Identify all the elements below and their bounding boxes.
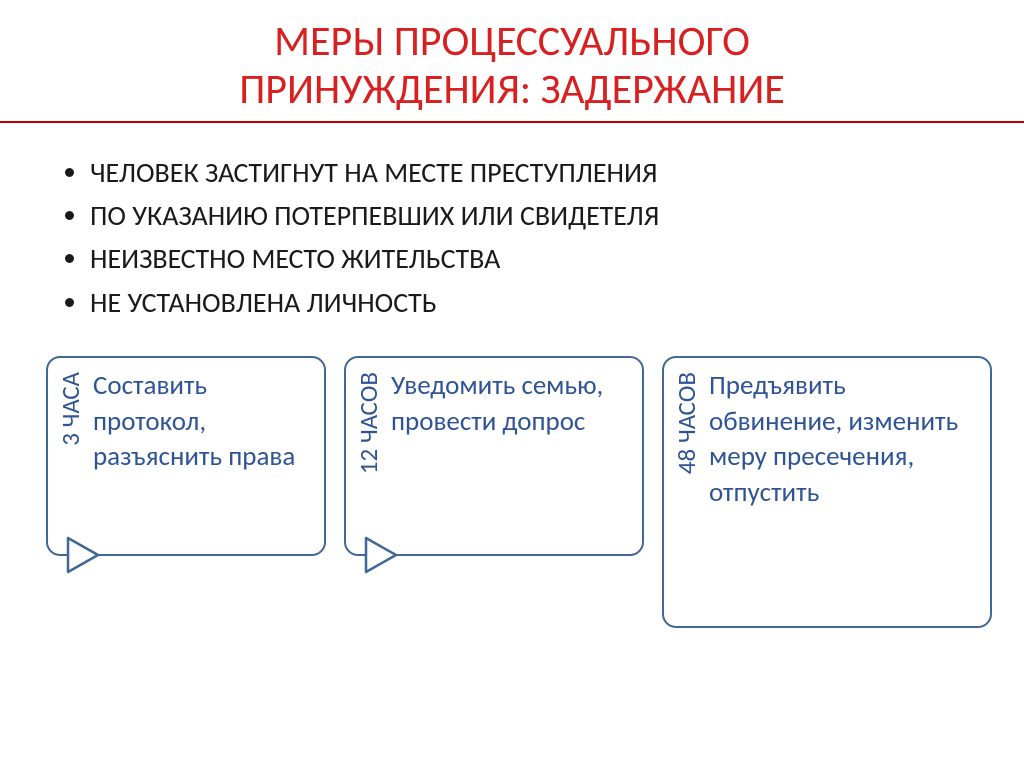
title-underline	[0, 121, 1024, 123]
card-time-label: 3 ЧАСА	[58, 368, 83, 450]
card-text: Составить протокол, разъяснить права	[93, 368, 312, 475]
card-48h: 48 ЧАСОВ Предъявить обвинение, изменить …	[662, 356, 992, 628]
card-time-label: 12 ЧАСОВ	[356, 368, 381, 478]
page-title: МЕРЫ ПРОЦЕССУАЛЬНОГО ПРИНУЖДЕНИЯ: ЗАДЕРЖ…	[0, 0, 1024, 115]
card-3h: 3 ЧАСА Составить протокол, разъяснить пр…	[46, 356, 326, 556]
bullet-list: ЧЕЛОВЕК ЗАСТИГНУТ НА МЕСТЕ ПРЕСТУПЛЕНИЯ …	[90, 151, 1024, 325]
title-line-1: МЕРЫ ПРОЦЕССУАЛЬНОГО	[0, 18, 1024, 66]
bullet-item: НЕ УСТАНОВЛЕНА ЛИЧНОСТЬ	[90, 281, 1024, 324]
card-text: Предъявить обвинение, изменить меру прес…	[709, 368, 978, 511]
bullet-item: ПО УКАЗАНИЮ ПОТЕРПЕВШИХ ИЛИ СВИДЕТЕЛЯ	[90, 194, 1024, 237]
bullet-item: НЕИЗВЕСТНО МЕСТО ЖИТЕЛЬСТВА	[90, 237, 1024, 280]
arrow-icon	[360, 532, 406, 578]
card-12h: 12 ЧАСОВ Уведомить семью, провести допро…	[344, 356, 644, 556]
card-text: Уведомить семью, провести допрос	[391, 368, 630, 439]
card-time-label: 48 ЧАСОВ	[674, 368, 699, 478]
timeline-cards: 3 ЧАСА Составить протокол, разъяснить пр…	[46, 356, 1024, 628]
arrow-icon	[62, 532, 108, 578]
bullet-item: ЧЕЛОВЕК ЗАСТИГНУТ НА МЕСТЕ ПРЕСТУПЛЕНИЯ	[90, 151, 1024, 194]
title-line-2: ПРИНУЖДЕНИЯ: ЗАДЕРЖАНИЕ	[0, 66, 1024, 114]
